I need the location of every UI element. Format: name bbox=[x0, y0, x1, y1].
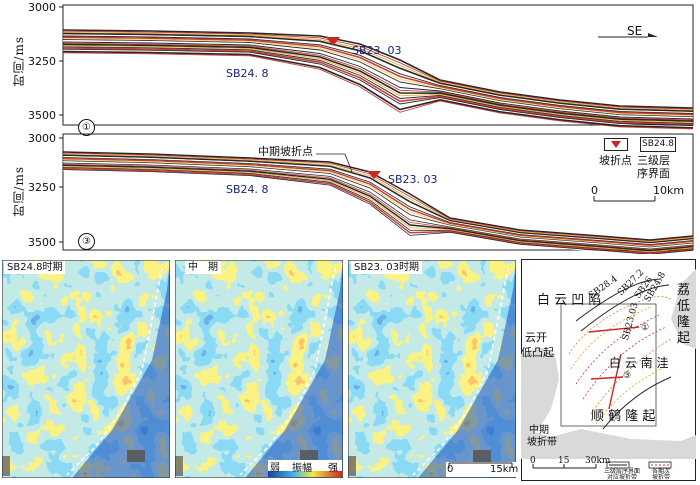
map-title-sb2303: SB23. 03时期 bbox=[351, 261, 423, 274]
loc-scalebar-start: 0 bbox=[530, 456, 536, 466]
map-scalebar-line bbox=[448, 462, 513, 468]
location-map: 白 云 凹 陷 荔 低 隆 起 云开 低凸起 白 云 南 洼 顺 鹤 隆 起 中… bbox=[521, 259, 696, 481]
label-sb248: SB24. 8 bbox=[226, 67, 269, 80]
label-lidi-2: 低 bbox=[677, 299, 691, 314]
amplitude-label: 振幅 bbox=[292, 463, 312, 474]
y-tick-3250-b: 3250 bbox=[28, 181, 56, 194]
seismic-section-1: 3000 3250 3500 时间/ms SB23. 03 SB24. 8 SE… bbox=[0, 0, 700, 136]
map-title-middle: 中 期 bbox=[185, 261, 221, 274]
y-tick-3250: 3250 bbox=[28, 55, 56, 68]
legend-sequence-line2: 序界面 bbox=[637, 167, 670, 180]
label-shunhe: 顺 鹤 隆 起 bbox=[591, 409, 656, 424]
label-sb2303: SB23. 03 bbox=[352, 44, 402, 57]
legend-sequence-line1: 三级层 bbox=[637, 154, 670, 167]
loc-scalebar-mid: 15 bbox=[558, 456, 570, 466]
map-scalebar-start: 0 bbox=[447, 464, 454, 475]
amplitude-map-3 bbox=[348, 260, 516, 478]
map-scalebar-end: 15km bbox=[490, 464, 519, 475]
location-map-graphic bbox=[521, 259, 696, 481]
y-tick-3000-b: 3000 bbox=[28, 132, 56, 145]
y-axis-label-b: 时间/ms bbox=[12, 166, 26, 217]
y-axis-label: 时间/ms bbox=[12, 36, 26, 87]
loc-legend-1b: 对应坡折带 bbox=[607, 474, 638, 481]
section-number: ① bbox=[78, 119, 95, 136]
direction-label: SE bbox=[627, 24, 643, 38]
label-line-3: ③ bbox=[623, 371, 632, 381]
label-sb2303-b: SB23. 03 bbox=[388, 173, 438, 186]
y-tick-3000: 3000 bbox=[28, 1, 56, 14]
section-scalebar-start: 0 bbox=[591, 184, 598, 197]
slope-break-marker bbox=[326, 37, 340, 46]
label-lidi-4: 起 bbox=[677, 331, 691, 346]
label-lidi-1: 荔 bbox=[677, 283, 691, 298]
slope-break-marker-2 bbox=[367, 171, 381, 179]
seismic-section-1-graphic bbox=[59, 4, 694, 130]
sequence-box-icon: SB24.8 bbox=[640, 137, 676, 152]
section-number-b: ③ bbox=[78, 233, 95, 250]
seismic-section-3: 3000 3250 3500 时间/ms 中期坡折点 SB23. 03 SB24… bbox=[0, 132, 700, 254]
label-baiyun-depression: 白 云 凹 陷 bbox=[537, 293, 602, 308]
loc-legend-2b: 坡折带 bbox=[652, 474, 671, 481]
amplitude-map-2 bbox=[175, 260, 343, 478]
label-yunkai-1: 云开 bbox=[525, 331, 547, 344]
slope-break-legend-icon bbox=[604, 138, 628, 151]
label-baiyun-south: 白 云 南 洼 bbox=[609, 356, 669, 370]
shunhe-uplift-area bbox=[521, 429, 696, 459]
legend-slope-break-label: 坡折点 bbox=[599, 154, 632, 167]
map-title-sb248: SB24.8时期 bbox=[4, 261, 66, 274]
label-lidi-3: 隆 bbox=[677, 315, 691, 330]
y-tick-3500: 3500 bbox=[28, 109, 56, 122]
label-line-1: ① bbox=[641, 323, 650, 333]
label-sb248-b: SB24. 8 bbox=[226, 183, 269, 196]
amplitude-colorbar bbox=[268, 471, 342, 477]
loc-legend-1a: 三级层序界面 bbox=[604, 468, 641, 475]
yunkai-uplift-area bbox=[521, 347, 559, 435]
amplitude-weak: 弱 bbox=[270, 463, 280, 474]
lidi-uplift-area bbox=[671, 269, 696, 349]
section-scalebar bbox=[593, 196, 656, 202]
loc-scalebar-end: 30km bbox=[585, 456, 611, 466]
midbreak-leader bbox=[316, 153, 353, 173]
loc-legend-2a: 各期次 bbox=[652, 468, 671, 475]
y-tick-3500-b: 3500 bbox=[28, 236, 56, 249]
amplitude-map-1 bbox=[2, 260, 170, 478]
label-midperiod-2: 坡折带 bbox=[527, 437, 557, 448]
seismic-section-3-graphic bbox=[59, 133, 694, 254]
amplitude-legend: 弱 振幅 强 bbox=[268, 460, 342, 477]
label-yunkai-2: 低凸起 bbox=[521, 346, 554, 359]
amplitude-strong: 强 bbox=[328, 463, 338, 474]
label-midbreak: 中期坡折点 bbox=[258, 145, 313, 158]
section-scalebar-end: 10km bbox=[653, 184, 685, 197]
map-scalebar: 0 15km bbox=[446, 462, 519, 477]
label-midperiod-1: 中期 bbox=[529, 425, 549, 436]
